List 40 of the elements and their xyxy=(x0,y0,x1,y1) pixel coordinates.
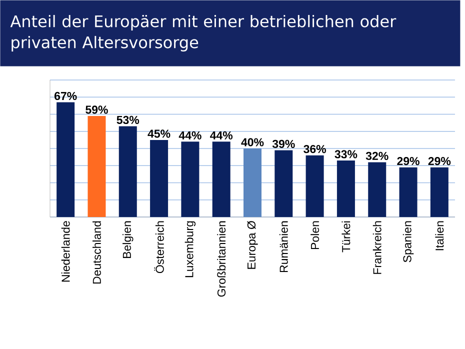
bar xyxy=(336,160,355,217)
bar xyxy=(244,148,262,217)
x-tick-label: Niederlande xyxy=(61,221,70,282)
data-label: 44% xyxy=(178,131,202,140)
x-tick-label: Deutschland xyxy=(92,221,101,284)
x-tick-label: Frankreich xyxy=(372,221,382,274)
data-label: 45% xyxy=(148,130,170,138)
bar xyxy=(274,150,293,217)
x-tick-label: Luxemburg xyxy=(184,221,196,278)
bar xyxy=(430,167,448,217)
data-label: 36% xyxy=(304,144,326,154)
bar xyxy=(56,102,75,217)
data-label: 53% xyxy=(116,116,140,124)
x-tick-label: Österreich xyxy=(154,221,164,274)
data-label: 32% xyxy=(366,152,388,160)
data-label: 40% xyxy=(241,138,264,146)
x-tick-label: Europa Ø xyxy=(247,220,258,269)
data-label: 39% xyxy=(272,140,295,148)
x-tick-label: Türkei xyxy=(342,221,350,252)
bar xyxy=(368,162,386,217)
data-label: 29% xyxy=(397,156,420,166)
bar xyxy=(150,140,168,217)
bar xyxy=(306,155,324,217)
x-tick-label: Italien xyxy=(435,221,444,250)
x-tick-label: Spanien xyxy=(402,221,414,262)
data-label: 29% xyxy=(428,156,451,166)
bar xyxy=(181,142,200,217)
bar xyxy=(399,167,418,217)
x-tick-label: Rumänien xyxy=(279,221,288,272)
data-label: 67% xyxy=(54,92,77,100)
x-tick-label: Großbritannien xyxy=(217,221,226,297)
x-tick-label: Belgien xyxy=(122,221,134,258)
data-label: 59% xyxy=(86,106,108,114)
bar xyxy=(88,116,106,217)
data-label: 44% xyxy=(210,131,233,140)
bar xyxy=(118,126,137,217)
bar xyxy=(212,142,230,217)
x-tick-label: Polen xyxy=(310,221,320,250)
data-label: 33% xyxy=(334,150,358,158)
chart-title: Anteil der Europäer mit einer betrieblichen oder privaten Altersvorsorge xyxy=(10,14,396,52)
